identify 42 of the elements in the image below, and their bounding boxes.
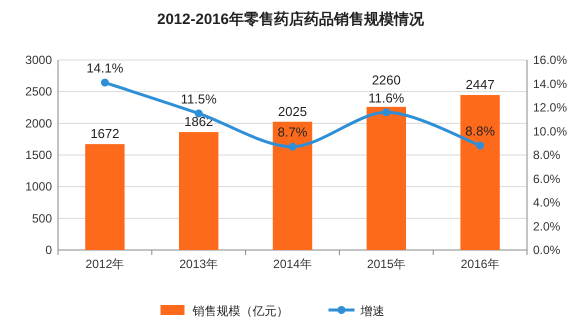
y-tick-label: 3000: [25, 53, 52, 67]
x-tick-label: 2014年: [273, 257, 312, 271]
point: [382, 108, 390, 116]
data-label: 14.1%: [86, 60, 124, 76]
data-label: 1672: [90, 126, 120, 142]
y2-tick-label: 10.0%: [533, 124, 568, 138]
data-label: 2447: [466, 77, 495, 92]
y-tick-label: 1000: [25, 180, 52, 194]
y2-tick-label: 12.0%: [533, 100, 568, 114]
y2-tick-label: 2.0%: [533, 219, 561, 234]
y-tick-label: 1500: [25, 148, 52, 162]
bar: [179, 132, 218, 250]
point: [476, 142, 484, 150]
y2-tick-label: 6.0%: [533, 172, 561, 186]
y2-tick-label: 16.0%: [533, 53, 568, 67]
y2-tick-label: 14.0%: [533, 76, 568, 91]
y2-tick-label: 0.0%: [533, 243, 561, 257]
bar: [460, 95, 500, 250]
y-tick-label: 500: [32, 211, 52, 226]
point: [288, 142, 296, 151]
data-label: 2025: [278, 104, 307, 119]
bar: [85, 144, 125, 250]
data-label: 8.8%: [465, 124, 496, 138]
x-tick-label: 2013年: [179, 257, 218, 271]
y-tick-label: 2500: [25, 84, 52, 99]
y-tick-label: 2000: [25, 116, 52, 130]
data-label: 2260: [372, 72, 401, 88]
bar: [366, 106, 406, 250]
data-label: 11.5%: [180, 91, 218, 106]
data-label: 8.7%: [278, 124, 308, 140]
bar: [272, 122, 312, 250]
data-label: 11.6%: [368, 90, 405, 106]
point: [100, 78, 109, 87]
y2-tick-label: 8.0%: [533, 148, 561, 162]
x-tick-label: 2016年: [460, 257, 500, 271]
legend-label: 增速: [360, 304, 384, 318]
x-tick-label: 2012年: [86, 257, 124, 271]
y-tick-label: 0: [45, 243, 52, 257]
y2-tick-label: 4.0%: [533, 196, 561, 210]
chart-title: 2012-2016年零售药店药品销售规模情况: [157, 10, 425, 28]
x-tick-label: 2015年: [366, 257, 406, 271]
legend-label: 销售规模（亿元）: [192, 304, 288, 318]
